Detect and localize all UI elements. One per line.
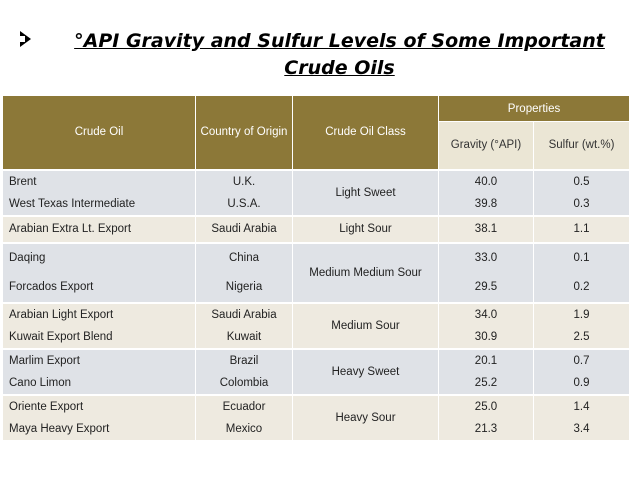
table-row: Brent U.K. Light Sweet 40.0 0.5 (2, 168, 631, 216)
cell-gravity: 39.8 (438, 192, 534, 216)
cell-crude-oil: Daqing (2, 241, 196, 273)
header-class: Crude Oil Class (292, 95, 439, 170)
header-gravity: Gravity (°API) (438, 121, 534, 170)
header-country: Country of Origin (195, 95, 293, 170)
cell-country: Saudi Arabia (195, 301, 293, 326)
cell-gravity: 30.9 (438, 325, 534, 349)
cell-sulfur: 0.1 (532, 241, 631, 273)
table-row: West Texas Intermediate U.S.A. 39.8 0.3 (2, 192, 631, 216)
cell-crude-oil: Arabian Light Export (2, 301, 196, 326)
cell-gravity: 34.0 (438, 301, 534, 326)
cell-country: Kuwait (195, 325, 293, 349)
cell-crude-oil: West Texas Intermediate (2, 192, 196, 216)
cell-crude-class: Heavy Sweet (292, 347, 439, 395)
cell-country: Mexico (195, 417, 293, 440)
header-sulfur: Sulfur (wt.%) (532, 121, 631, 170)
table-row: Forcados Export Nigeria 29.5 0.2 (2, 272, 631, 303)
cell-country: Brazil (195, 347, 293, 372)
cell-crude-class: Light Sour (292, 214, 439, 243)
cell-gravity: 25.0 (438, 393, 534, 418)
cell-crude-oil: Kuwait Export Blend (2, 325, 196, 349)
cell-gravity: 33.0 (438, 241, 534, 273)
cell-sulfur: 1.1 (532, 214, 631, 243)
cell-crude-class: Medium Medium Sour (292, 241, 439, 303)
table-row: Daqing China Medium Medium Sour 33.0 0.1 (2, 241, 631, 303)
table-row: Kuwait Export Blend Kuwait 30.9 2.5 (2, 325, 631, 349)
cell-sulfur: 0.5 (532, 168, 631, 193)
table-row: Oriente Export Ecuador Heavy Sour 25.0 1.4 (2, 393, 631, 440)
cell-crude-oil: Brent (2, 168, 196, 193)
cell-gravity: 21.3 (438, 417, 534, 440)
cell-crude-oil: Cano Limon (2, 371, 196, 395)
cell-gravity: 25.2 (438, 371, 534, 395)
crude-oil-table: Crude Oil Country of Origin Crude Oil Cl… (2, 95, 631, 440)
header-crude-oil: Crude Oil (2, 95, 196, 170)
cell-sulfur: 0.9 (532, 371, 631, 395)
cell-country: China (195, 241, 293, 273)
cell-gravity: 40.0 (438, 168, 534, 193)
cell-sulfur: 0.7 (532, 347, 631, 372)
cell-crude-class: Light Sweet (292, 168, 439, 216)
cell-country: Colombia (195, 371, 293, 395)
cell-crude-oil: Marlim Export (2, 347, 196, 372)
cell-country: U.K. (195, 168, 293, 193)
table-row: Arabian Extra Lt. Export Saudi Arabia Ligh… (2, 214, 631, 243)
cell-crude-oil: Forcados Export (2, 272, 196, 303)
table-row: Cano Limon Colombia 25.2 0.9 (2, 371, 631, 395)
arrow-bullet-icon (20, 31, 31, 47)
cell-gravity: 20.1 (438, 347, 534, 372)
page-title: °API Gravity and Sulfur Levels of Some I… (74, 30, 605, 79)
cell-country: Nigeria (195, 272, 293, 303)
cell-country: Ecuador (195, 393, 293, 418)
cell-gravity: 29.5 (438, 272, 534, 303)
table-row: Marlim Export Brazil Heavy Sweet 20.1 0.7 (2, 347, 631, 395)
cell-country: U.S.A. (195, 192, 293, 216)
cell-sulfur: 1.9 (532, 301, 631, 326)
cell-sulfur: 2.5 (532, 325, 631, 349)
cell-country: Saudi Arabia (195, 214, 293, 243)
cell-crude-oil: Maya Heavy Export (2, 417, 196, 440)
cell-gravity: 38.1 (438, 214, 534, 243)
table-body: Brent U.K. Light Sweet 40.0 0.5 West Texas In… (2, 168, 631, 440)
cell-crude-class: Heavy Sour (292, 393, 439, 440)
table-row: Maya Heavy Export Mexico 21.3 3.4 (2, 417, 631, 440)
cell-sulfur: 1.4 (532, 393, 631, 418)
cell-sulfur: 0.3 (532, 192, 631, 216)
cell-crude-oil: Arabian Extra Lt. Export (2, 214, 196, 243)
header-properties: Properties (437, 95, 631, 122)
cell-sulfur: 0.2 (532, 272, 631, 303)
cell-sulfur: 3.4 (532, 417, 631, 440)
table-row: Arabian Light Export Saudi Arabia Medium S… (2, 301, 631, 349)
cell-crude-class: Medium Sour (292, 301, 439, 349)
cell-crude-oil: Oriente Export (2, 393, 196, 418)
